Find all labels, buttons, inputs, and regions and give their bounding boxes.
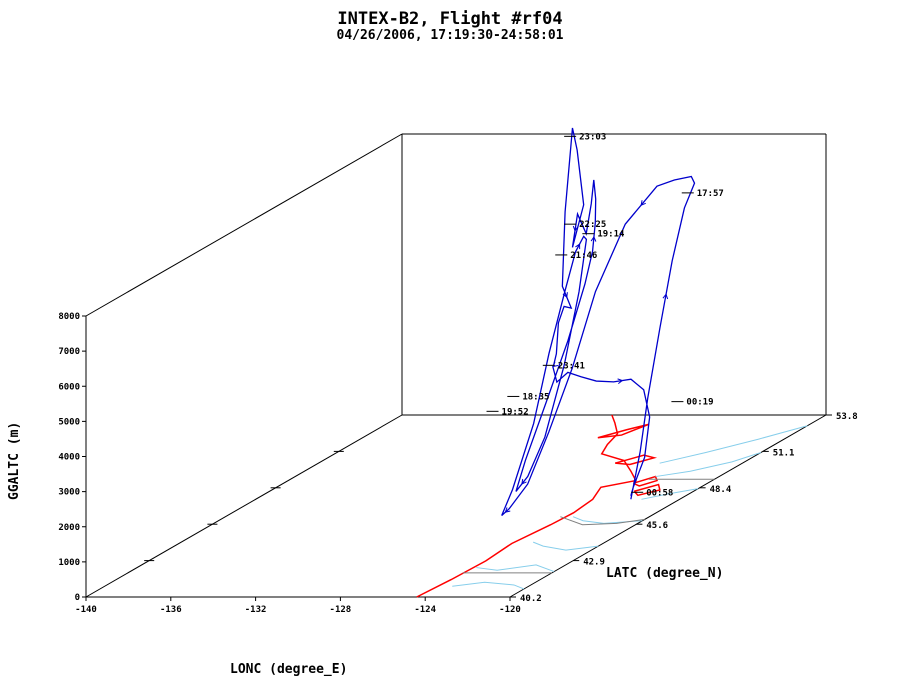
floor-back-edge (85, 414, 403, 598)
state-border (560, 516, 645, 526)
river (476, 564, 555, 573)
direction-arrow (562, 292, 568, 299)
y-tick-label: 48.4 (710, 485, 732, 495)
direction-arrow (640, 200, 646, 206)
y-tick-label: 53.8 (836, 412, 858, 422)
coast-island (597, 423, 649, 439)
time-label: 19:14 (597, 230, 625, 240)
z-tick-label: 5000 (58, 417, 80, 427)
coastline (416, 414, 637, 598)
y-axis-line (509, 414, 827, 598)
y-tick-label: 42.9 (583, 558, 605, 568)
river (452, 581, 525, 590)
z-tick-label: 4000 (58, 453, 80, 463)
z-axis-label: GGALTC (m) (7, 422, 22, 500)
direction-arrow (575, 243, 581, 250)
z-tick-label: 2000 (58, 523, 80, 533)
coast-island (614, 454, 658, 466)
x-axis-label: LONC (degree_E) (230, 662, 347, 677)
x-tick-label: -140 (75, 605, 97, 615)
river (532, 541, 599, 551)
chart-title: INTEX-B2, Flight #rf04 (337, 9, 563, 29)
river (572, 516, 643, 524)
y-tick-label: 51.1 (773, 448, 795, 458)
ground-map (416, 414, 808, 598)
time-label: 17:57 (697, 189, 724, 199)
river (655, 451, 762, 478)
x-tick-label: -132 (245, 605, 267, 615)
x-tick-label: -124 (414, 605, 436, 615)
direction-arrow (662, 293, 669, 300)
coast-island (633, 483, 661, 497)
z-tick-label: 6000 (58, 382, 80, 392)
time-label: 23:41 (558, 361, 585, 371)
time-labels: 17:57 18:35 19:14 19:52 21:46 22:25 23:03 23:41… (486, 132, 724, 498)
river (659, 425, 808, 464)
time-label: 00:58 (646, 488, 673, 498)
y-axis-label: LATC (degree_N) (606, 566, 723, 581)
time-label: 21:46 (570, 251, 597, 261)
direction-arrow (521, 478, 527, 485)
z-tick-label: 7000 (58, 347, 80, 357)
time-label: 23:03 (579, 132, 606, 142)
top-left-edge (85, 133, 403, 317)
river (641, 488, 699, 500)
x-tick-label: -120 (499, 605, 521, 615)
time-label: 00:19 (686, 398, 713, 408)
x-tick-label: -136 (160, 605, 182, 615)
chart-subtitle: 04/26/2006, 17:19:30-24:58:01 (336, 28, 564, 43)
direction-arrow (504, 507, 511, 513)
direction-arrow (590, 235, 597, 242)
z-tick-label: 3000 (58, 488, 80, 498)
plot-box (85, 133, 827, 598)
direction-arrow (572, 225, 579, 232)
x-tick-label: -128 (330, 605, 352, 615)
time-label: 18:35 (522, 392, 549, 402)
time-label: 22:25 (579, 220, 606, 230)
track-line (501, 127, 696, 517)
time-label: 19:52 (502, 407, 529, 417)
coast-island (632, 475, 659, 487)
direction-arrow (617, 378, 624, 384)
z-tick-label: 1000 (58, 558, 80, 568)
flight-track (501, 127, 696, 517)
direction-arrow (552, 361, 559, 368)
y-tick-label: 40.2 (520, 594, 542, 604)
z-tick-label: 8000 (58, 312, 80, 322)
y-tick-label: 45.6 (646, 521, 668, 531)
z-tick-label: 0 (75, 593, 80, 603)
